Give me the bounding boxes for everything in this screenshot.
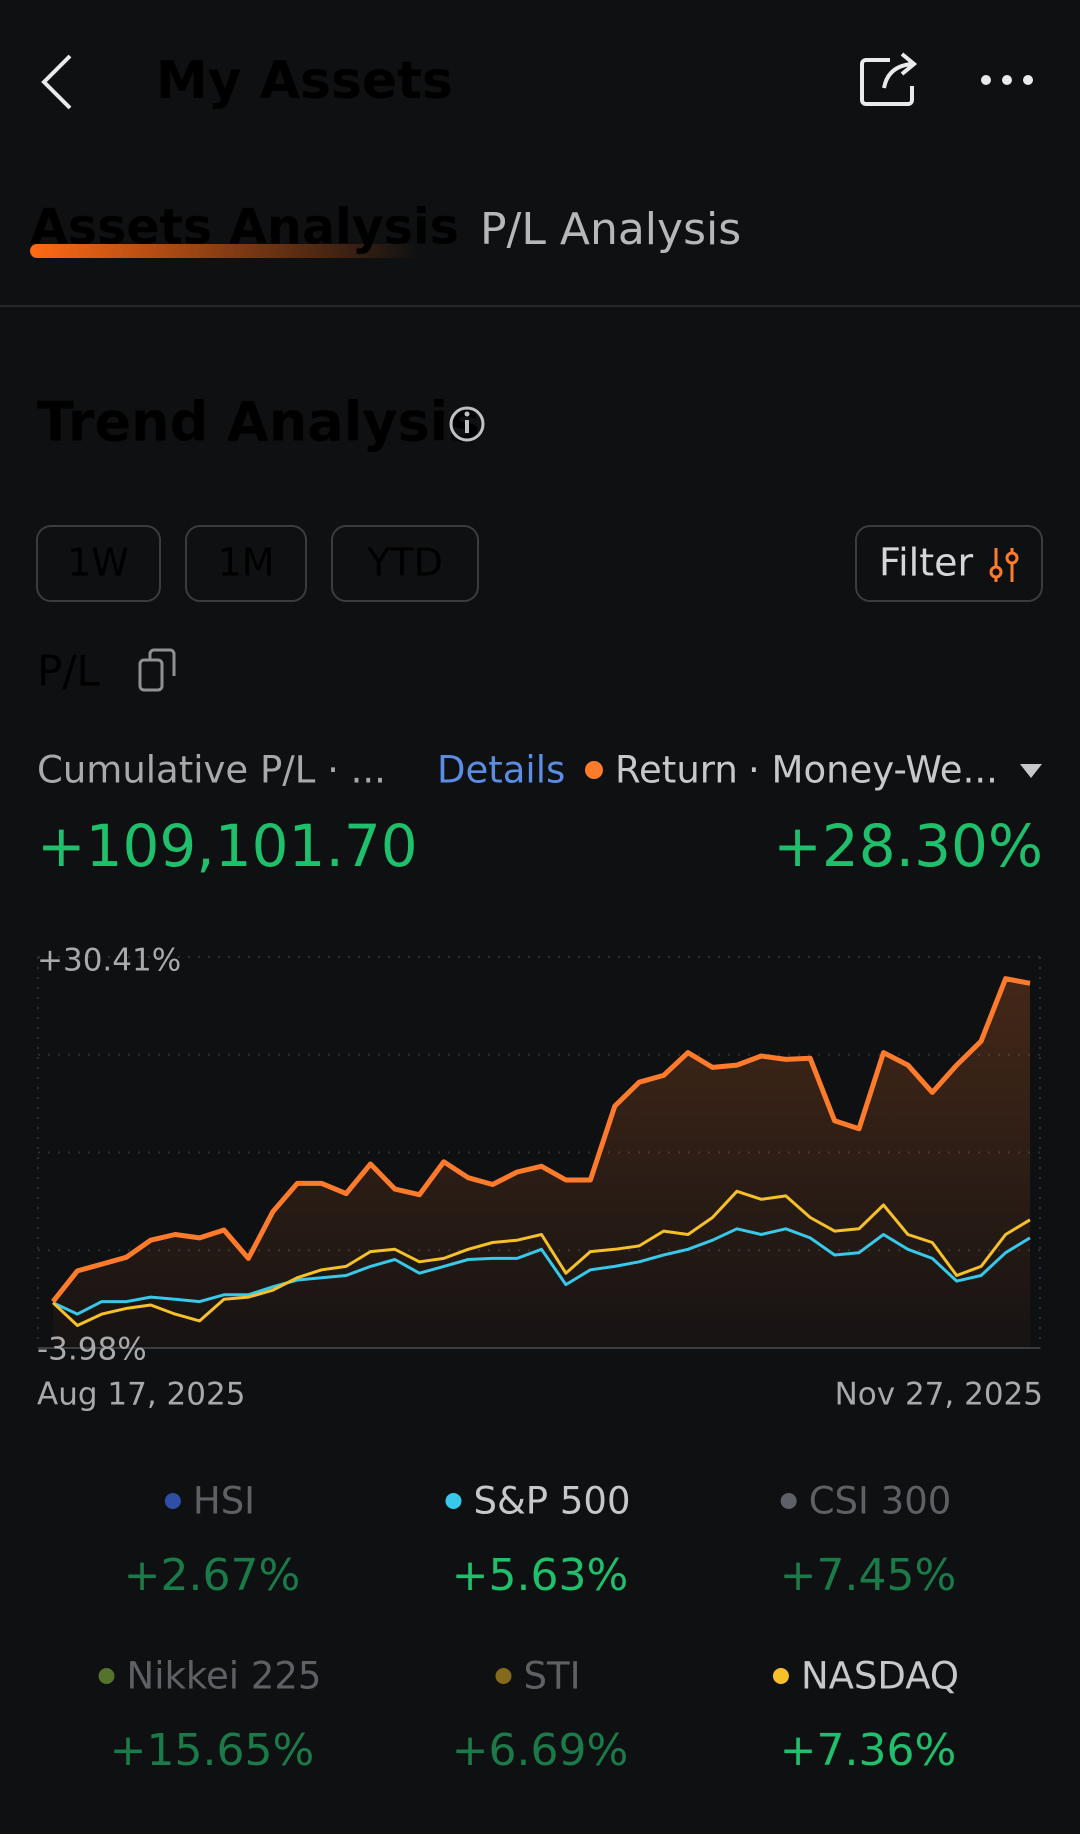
copy-icon[interactable] [138, 648, 176, 692]
benchmark-name[interactable]: STI [524, 1655, 581, 1698]
period-button[interactable] [185, 525, 307, 602]
dropdown-arrow[interactable] [1020, 764, 1042, 778]
metric-label: P/L [37, 647, 100, 696]
period-button[interactable] [36, 525, 161, 602]
filter-label: Filter [879, 541, 973, 585]
benchmark-change: +6.69% [452, 1725, 629, 1776]
filter-button[interactable] [855, 525, 1043, 602]
section-title: Trend Analysis [37, 391, 480, 454]
pl-value: +109,101.70 [37, 812, 418, 880]
area-fill [53, 978, 1030, 1348]
basis-label[interactable]: · Money-We... [748, 749, 998, 792]
tab-active[interactable]: Assets Analysis [30, 199, 459, 256]
period-label: 1W [67, 541, 129, 585]
page-title: My Assets [156, 51, 453, 111]
benchmark-change: +7.36% [780, 1725, 957, 1776]
benchmark-name[interactable]: CSI 300 [809, 1480, 952, 1523]
benchmark-dot [780, 1493, 797, 1509]
benchmark-name[interactable]: NASDAQ [801, 1655, 959, 1698]
benchmark-dot [98, 1668, 115, 1684]
benchmark-change: +2.67% [124, 1550, 301, 1601]
cumulative-label: Cumulative P/L · ... [37, 749, 386, 792]
series-line [51, 1189, 1031, 1327]
period-label: YTD [366, 541, 443, 585]
series-line [51, 976, 1031, 1304]
x-tick-label: Nov 27, 2025 [835, 1377, 1043, 1413]
benchmark-change: +7.45% [780, 1550, 957, 1601]
period-label: 1M [218, 541, 275, 585]
tab[interactable]: P/L Analysis [480, 204, 741, 255]
period-button[interactable] [331, 525, 479, 602]
benchmark-dot [495, 1668, 512, 1684]
return-value: +28.30% [773, 812, 1043, 880]
info-icon[interactable] [449, 406, 485, 442]
more-button[interactable] [981, 75, 1033, 85]
details-link[interactable]: Details [437, 749, 565, 792]
benchmark-dot [772, 1668, 789, 1684]
share-button[interactable] [860, 52, 918, 106]
series-line [52, 1227, 1031, 1316]
tab-indicator [30, 244, 420, 258]
benchmark-name[interactable]: Nikkei 225 [127, 1655, 322, 1698]
x-tick-label: Aug 17, 2025 [37, 1377, 245, 1413]
benchmark-change: +15.65% [110, 1725, 315, 1776]
benchmark-change: +5.63% [452, 1550, 629, 1601]
benchmark-dot [164, 1493, 181, 1509]
y-tick-label: +30.41% [37, 943, 181, 979]
filter-icon [989, 548, 1019, 582]
benchmark-name[interactable]: HSI [193, 1480, 255, 1523]
return-legend-dot [585, 761, 603, 779]
return-legend-label: Return [615, 749, 738, 792]
benchmark-dot [445, 1493, 462, 1509]
benchmark-name[interactable]: S&P 500 [473, 1480, 630, 1523]
back-button[interactable] [41, 54, 72, 110]
